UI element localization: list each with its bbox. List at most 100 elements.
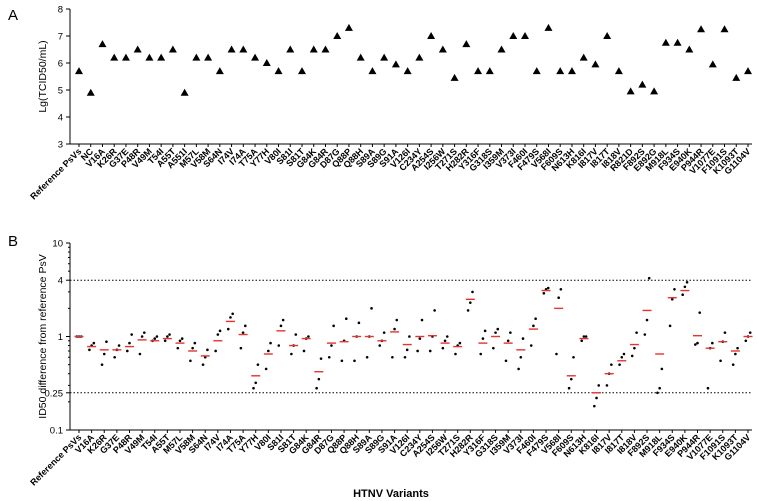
- panel-b-data-point: [357, 321, 361, 325]
- panel-b-data-point: [378, 344, 382, 347]
- panel-a-data-point: [462, 40, 471, 48]
- panel-b-data-point: [365, 355, 369, 359]
- panel-b-data-point: [694, 343, 697, 346]
- panel-b-y-tick-label: 1: [58, 332, 63, 343]
- panel-a-data-point: [708, 60, 717, 68]
- panel-a-data-point: [521, 32, 529, 39]
- panel-b-data-point: [645, 318, 649, 322]
- panel-b-data-point: [332, 324, 335, 328]
- panel-a-data-point: [98, 40, 107, 48]
- panel-a-data-point: [603, 32, 612, 39]
- panel-b-data-point: [353, 359, 356, 363]
- panel-b-data-point: [736, 346, 739, 350]
- panel-b-data-point: [584, 335, 588, 338]
- panel-a-data-point: [661, 38, 670, 46]
- panel-b-data-point: [572, 355, 575, 359]
- panel-b-data-point: [382, 331, 386, 334]
- panel-b-data-point: [395, 318, 399, 322]
- panel-b-data-point: [105, 340, 108, 343]
- panel-a-y-tick-label: 4: [58, 113, 63, 124]
- panel-b-data-point: [635, 331, 638, 334]
- panel-b-data-point: [494, 331, 497, 334]
- panel-b-data-point: [319, 357, 323, 360]
- panel-b-data-point: [546, 286, 550, 290]
- panel-b-data-point: [252, 386, 255, 390]
- panel-a-data-point: [192, 53, 201, 61]
- panel-b-data-point: [128, 341, 131, 345]
- panel-b-data-point: [660, 367, 664, 371]
- panel-b-data-point: [605, 384, 609, 387]
- panel-a-data-point: [673, 38, 682, 46]
- panel-a-data-point: [368, 67, 377, 75]
- panel-a-data-point: [544, 23, 553, 31]
- panel-b-data-point: [243, 324, 247, 328]
- panel-b-data-point: [633, 346, 636, 350]
- panel-b-data-point: [254, 381, 258, 385]
- panel-a-data-point: [344, 23, 353, 31]
- panel-a-data-point: [697, 25, 706, 33]
- panel-b-data-point: [569, 377, 573, 381]
- panel-a-data-point: [438, 45, 447, 53]
- panel-a-label: A: [8, 7, 18, 24]
- panel-b-data-point: [620, 355, 624, 359]
- panel-a-data-point: [380, 53, 389, 61]
- panel-b-data-point: [610, 363, 613, 366]
- panel-b-data-point: [681, 293, 684, 296]
- panel-a-data-point: [110, 53, 119, 61]
- panel-a-y-tick-label: 3: [58, 140, 63, 151]
- panel-b-data-point: [481, 337, 485, 340]
- panel-b-data-point: [140, 335, 144, 338]
- panel-b-data-point: [277, 344, 281, 347]
- panel-b-y-axis-title: ID50 difference from reference PsV: [37, 254, 49, 418]
- panel-b-data-point: [315, 386, 318, 390]
- panel-b-data-point: [593, 404, 596, 408]
- panel-b-data-point: [748, 331, 752, 334]
- panel-a-data-point: [356, 53, 365, 61]
- panel-b-data-point: [100, 363, 104, 366]
- panel-b-data-point: [168, 333, 171, 336]
- panel-b-data-point: [138, 352, 142, 356]
- panel-a-data-point: [251, 53, 260, 61]
- panel-b-data-point: [201, 363, 205, 366]
- panel-b-data-point: [302, 349, 306, 353]
- panel-a-data-point: [239, 45, 248, 53]
- panel-a-data-point: [403, 67, 412, 75]
- panel-b-data-point: [618, 363, 621, 366]
- panel-b-data-point: [189, 359, 192, 363]
- panel-b-data-point: [542, 291, 546, 295]
- panel-a-data-point: [474, 67, 483, 75]
- panel-b-data-point: [597, 384, 601, 387]
- panel-b-data-point: [696, 341, 699, 345]
- panel-b-data-point: [267, 349, 270, 353]
- panel-b-data-point: [454, 352, 457, 356]
- panel-b-data-point: [155, 335, 159, 338]
- panel-b-data-point: [479, 352, 483, 356]
- panel-a-data-point: [168, 45, 177, 53]
- panel-b-data-point: [622, 352, 626, 356]
- panel-b-data-point: [428, 349, 432, 353]
- panel-b-data-point: [532, 324, 535, 328]
- panel-b-data-point: [125, 349, 129, 353]
- panel-b-data-point: [269, 341, 272, 345]
- panel-b-data-point: [582, 335, 586, 338]
- panel-b-data-point: [290, 352, 293, 356]
- panel-a-data-point: [309, 45, 318, 53]
- panel-b-data-point: [458, 341, 462, 345]
- panel-b-data-point: [344, 317, 348, 321]
- panel-a-data-point: [685, 45, 694, 53]
- panel-b-data-point: [557, 296, 560, 299]
- panel-a-data-point: [204, 53, 213, 61]
- panel-b-data-point: [509, 331, 512, 334]
- panel-b-label: B: [8, 233, 18, 250]
- panel-b-data-point: [658, 386, 661, 390]
- panel-a-y-tick-label: 5: [58, 86, 63, 97]
- panel-b-data-point: [264, 367, 268, 371]
- panel-b-data-point: [206, 348, 209, 352]
- panel-b-data-point: [340, 359, 344, 363]
- panel-a-data-point: [450, 73, 459, 81]
- panel-b-data-point: [408, 335, 411, 338]
- panel-b-data-point: [723, 331, 727, 334]
- panel-a-data-point: [720, 25, 729, 33]
- panel-a-data-point: [145, 53, 154, 61]
- panel-b-data-point: [519, 355, 523, 359]
